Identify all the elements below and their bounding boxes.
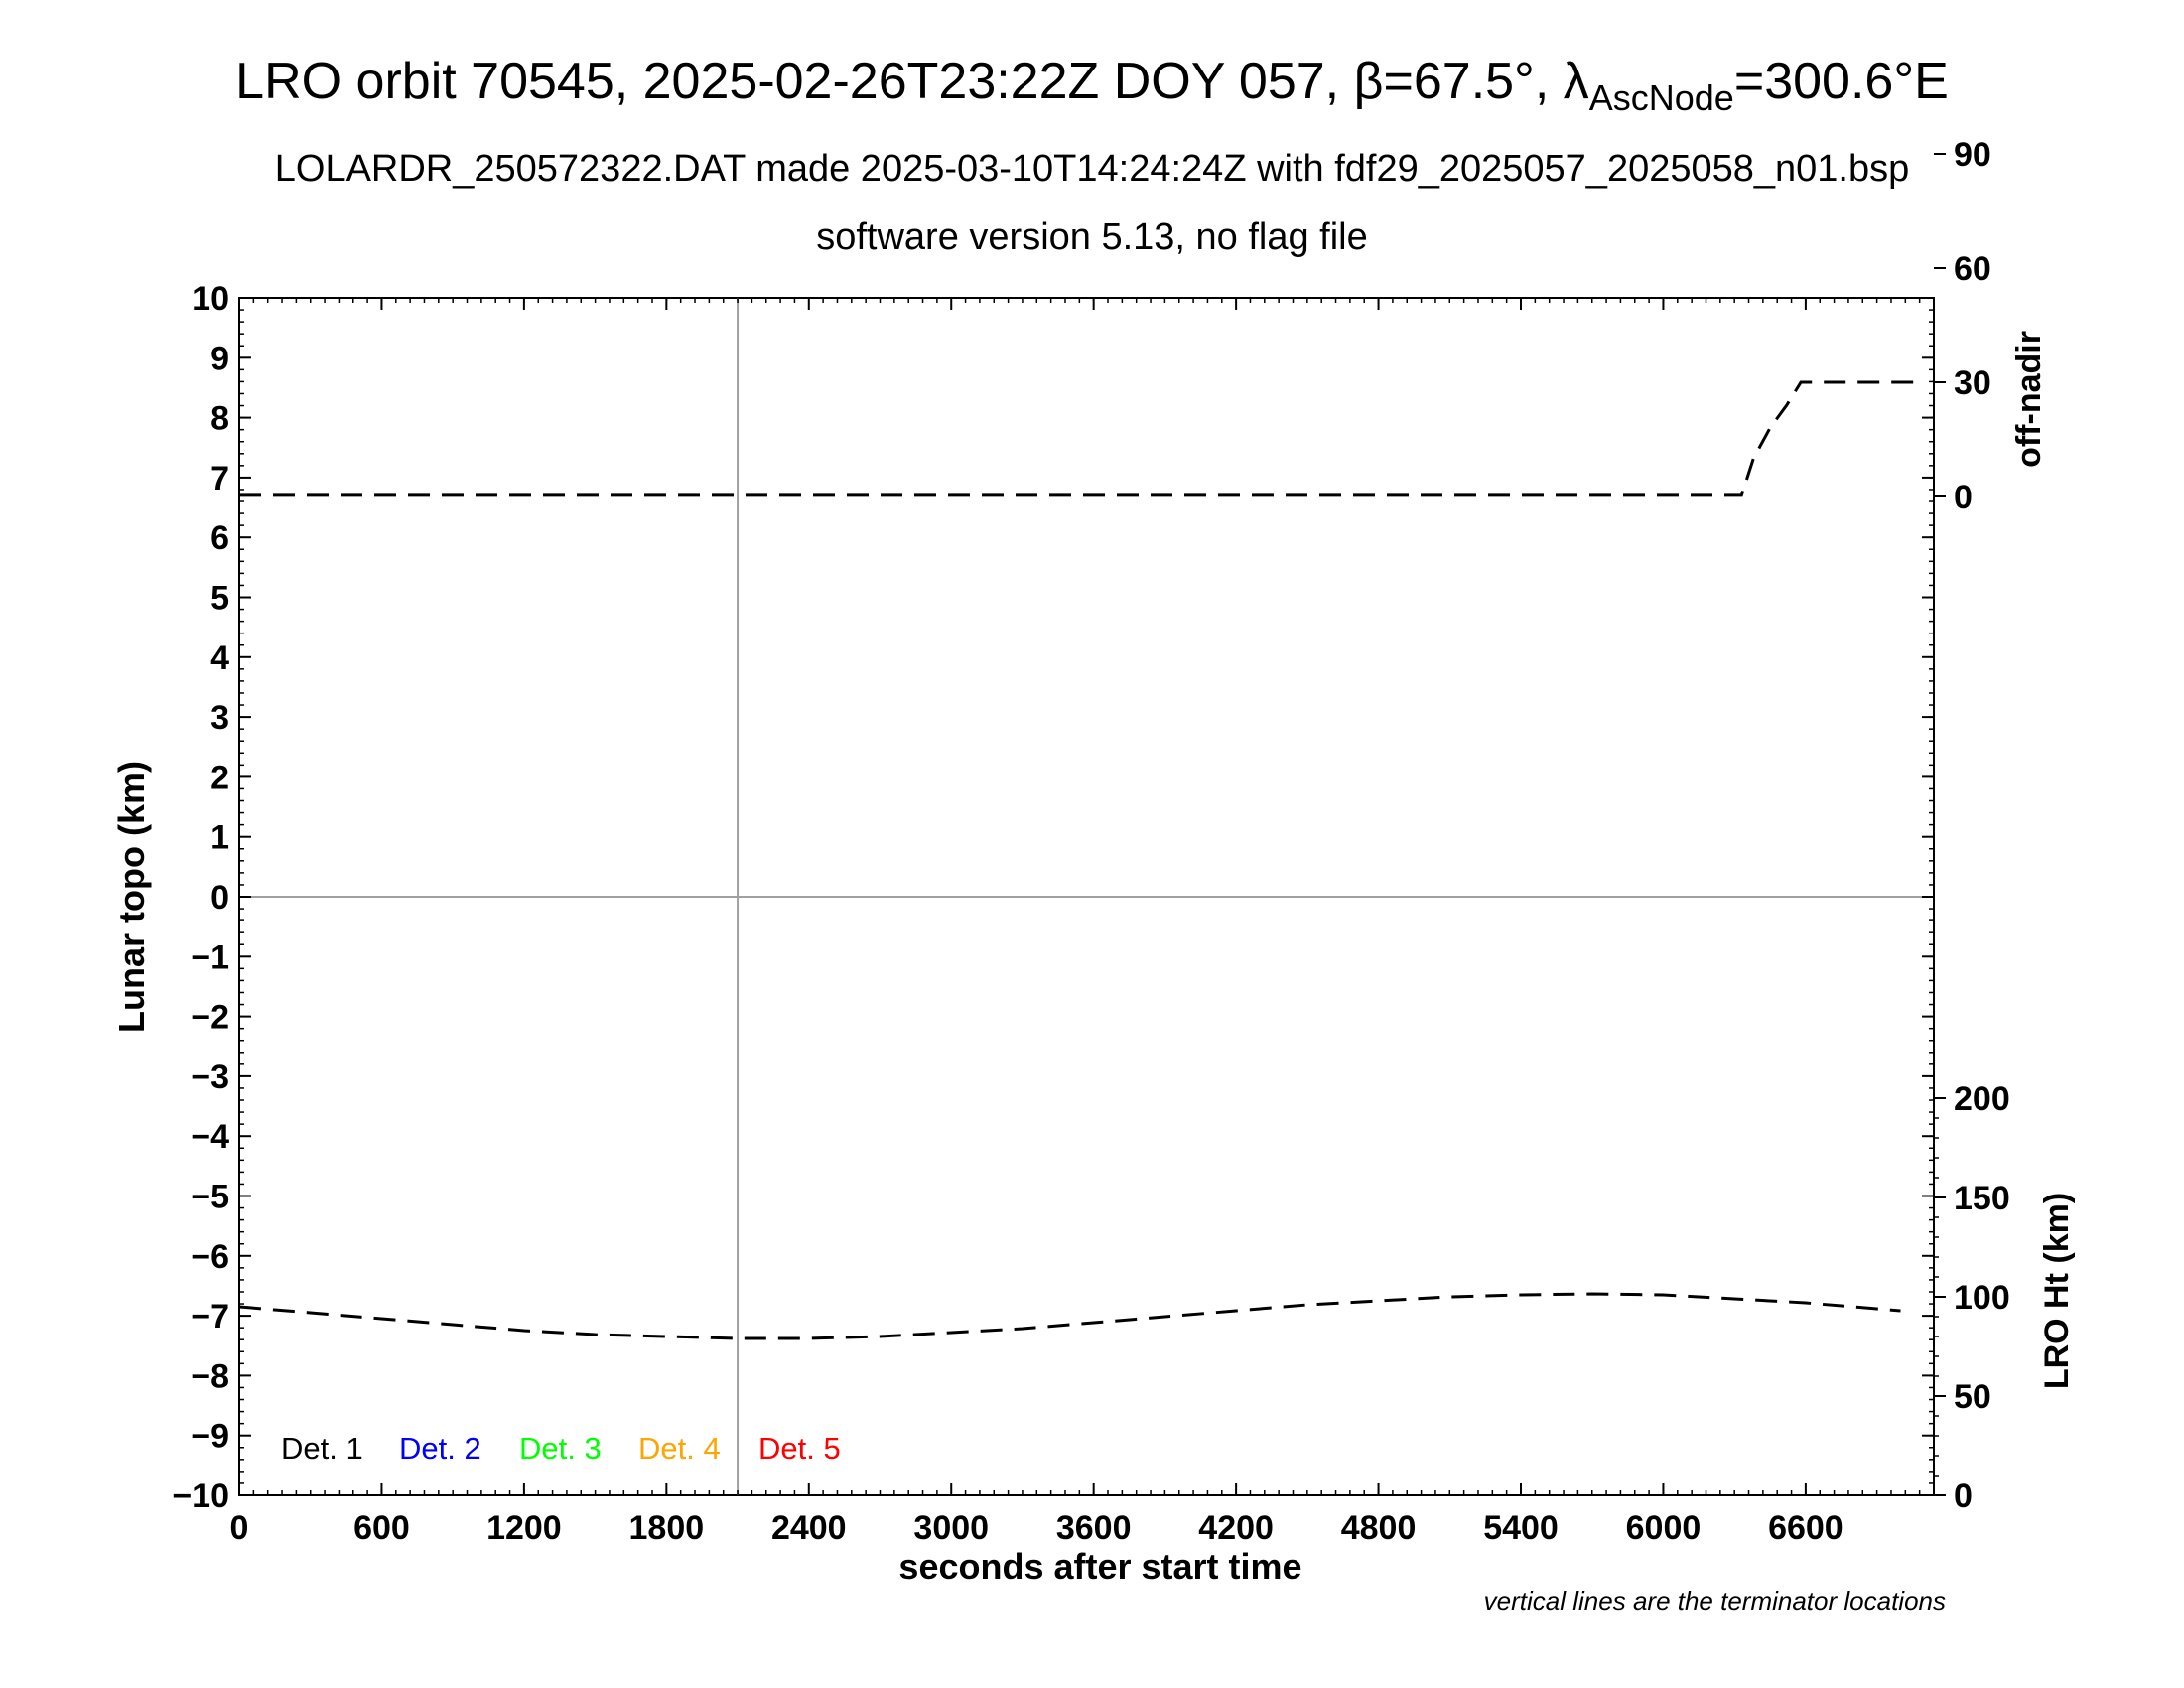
x-tick-label: 1200 [486, 1509, 562, 1547]
y-tick-label: −10 [172, 1477, 229, 1515]
x-tick-label: 6000 [1626, 1509, 1702, 1547]
legend-entry-det-3: Det. 3 [519, 1431, 602, 1466]
lro-height-tick-label: 100 [1954, 1279, 2010, 1317]
y-tick-label: −2 [191, 999, 229, 1037]
y-tick-label: −3 [191, 1058, 229, 1096]
off-nadir-line [239, 380, 1918, 497]
y-tick-label: 6 [210, 519, 229, 557]
y-tick-label: 5 [210, 580, 229, 618]
y-tick-label: −7 [191, 1298, 229, 1336]
lro-height-tick-label: 150 [1954, 1180, 2010, 1217]
y-tick-label: 8 [210, 400, 229, 438]
off-nadir-tick-label: 60 [1954, 250, 1991, 288]
legend-entry-det-5: Det. 5 [758, 1431, 841, 1466]
y-tick-label: −1 [191, 938, 229, 976]
y-tick-label: 4 [210, 639, 229, 677]
legend-entry-det-1: Det. 1 [281, 1431, 363, 1466]
chart-subtitle-file: LOLARDR_250572322.DAT made 2025-03-10T14… [274, 148, 1910, 190]
y-tick-label: 2 [210, 759, 229, 796]
y-tick-label: −5 [191, 1179, 229, 1216]
y-tick-label: 9 [210, 340, 229, 377]
off-nadir-tick-label: 30 [1954, 364, 1991, 402]
y-tick-label: 7 [210, 460, 229, 497]
terminator-footnote: vertical lines are the terminator locati… [1483, 1586, 1946, 1616]
y-tick-label: −6 [191, 1238, 229, 1276]
y-tick-label: 10 [192, 280, 229, 318]
chart-subtitle-software: software version 5.13, no flag file [816, 216, 1368, 258]
x-tick-label: 5400 [1483, 1509, 1559, 1547]
x-tick-label: 4800 [1341, 1509, 1417, 1547]
x-tick-label: 1800 [629, 1509, 705, 1547]
x-tick-label: 2400 [771, 1509, 847, 1547]
chart-title: LRO orbit 70545, 2025-02-26T23:22Z DOY 0… [235, 53, 1949, 118]
lro-height-tick-label: 50 [1954, 1378, 1991, 1416]
y-tick-label: −9 [191, 1418, 229, 1456]
y-tick-label: 3 [210, 699, 229, 737]
x-tick-label: 6600 [1768, 1509, 1843, 1547]
x-tick-label: 3000 [913, 1509, 989, 1547]
x-tick-label: 4200 [1198, 1509, 1274, 1547]
x-tick-label: 0 [230, 1509, 249, 1547]
x-tick-label: 3600 [1056, 1509, 1132, 1547]
y-tick-label: 1 [210, 819, 229, 857]
off-nadir-tick-label: 0 [1954, 479, 1973, 516]
lro-height-tick-label: 0 [1954, 1477, 1973, 1515]
lro-height-tick-label: 200 [1954, 1080, 2010, 1118]
y-tick-label: −8 [191, 1357, 229, 1395]
off-nadir-tick-label: 90 [1954, 136, 1991, 174]
lro-height-axis-label: LRO Ht (km) [2038, 1193, 2076, 1389]
legend-entry-det-2: Det. 2 [399, 1431, 481, 1466]
lro-height-line [238, 1292, 1901, 1340]
y-axis-label: Lunar topo (km) [111, 761, 152, 1033]
legend-entry-det-4: Det. 4 [638, 1431, 721, 1466]
x-tick-label: 600 [353, 1509, 410, 1547]
y-tick-label: −4 [191, 1118, 229, 1156]
x-axis-label: seconds after start time [898, 1546, 1301, 1587]
off-nadir-axis-label: off-nadir [2010, 331, 2048, 468]
y-tick-label: 0 [210, 879, 229, 916]
